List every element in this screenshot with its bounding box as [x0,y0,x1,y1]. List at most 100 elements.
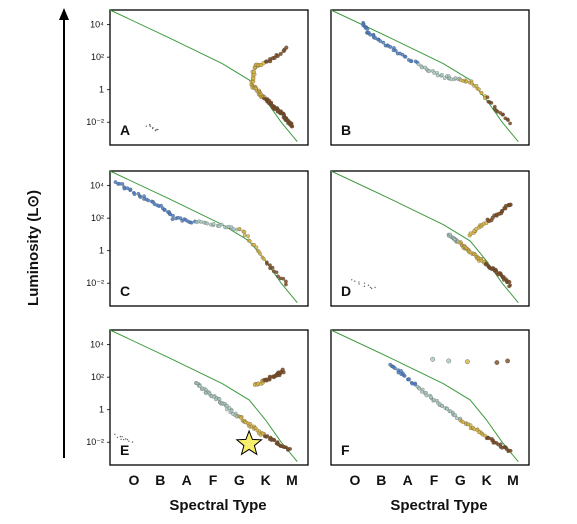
data-point [500,112,505,117]
data-point [445,407,449,411]
data-point [442,76,447,80]
data-point [260,431,265,436]
data-point [396,370,401,375]
data-point [211,222,216,226]
panel-label: D [341,283,351,299]
data-point [369,286,372,289]
data-point [219,222,224,227]
data-point [146,198,151,203]
spectral-axis-title-right: Spectral Type [390,497,487,514]
data-point [178,216,183,221]
data-point [367,284,370,286]
main-sequence-line [109,329,298,463]
ytick-label: 10⁴ [90,340,104,350]
data-point [217,397,222,402]
data-point [370,287,373,290]
data-point [132,192,137,196]
spectral-type-label: A [182,472,192,488]
luminosity-axis-arrowhead [59,8,69,20]
data-point [262,257,266,261]
data-point [197,384,202,388]
main-sequence-line [330,329,519,463]
data-point [128,440,130,442]
data-point [225,403,229,408]
data-point [159,203,163,208]
data-point [237,227,242,231]
data-point [494,360,500,365]
data-point [205,221,209,226]
spectral-type-label: K [482,472,492,488]
data-point [122,438,125,441]
data-point [170,217,175,222]
data-point [455,416,459,421]
data-point [489,101,494,105]
main-sequence-line [109,9,298,143]
data-point [358,281,360,283]
data-point [351,279,353,281]
data-point [485,95,490,100]
panel-B: B [330,9,530,146]
panel-A: 10⁴ 10² 1 10⁻² A [86,9,309,146]
data-point [149,123,151,126]
data-point [508,202,513,207]
data-point [199,220,204,224]
spectral-type-label: F [430,472,439,488]
data-point [128,187,133,192]
data-point [374,286,376,289]
spectral-type-label: M [286,472,298,488]
data-point [419,389,424,394]
spectral-type-label: B [376,472,386,488]
panel-C: 10⁴ 10² 1 10⁻² C [86,170,309,307]
panel-E: 10⁴ 10² 1 10⁻² E [86,329,309,466]
data-point [430,356,436,362]
ytick-label: 10² [91,52,104,62]
panel-frame [330,170,530,307]
data-point [446,358,452,364]
data-point [246,234,250,238]
data-point [472,427,477,432]
series-full_main_sequence [113,180,288,287]
spectral-type-label: G [455,472,466,488]
data-point [272,438,277,442]
data-point [251,69,257,75]
data-point [453,413,458,418]
data-point [479,90,484,95]
spectral-type-label: O [350,472,361,488]
data-point [477,87,481,92]
data-point [416,62,421,67]
panel-label: C [120,283,130,299]
data-point [420,65,424,70]
data-point [113,180,118,184]
data-point [131,441,134,443]
data-point [120,182,125,186]
data-point [483,262,488,267]
spectral-type-label: K [261,472,271,488]
panel-frame [109,9,309,146]
luminosity-axis-title: Luminosity (L⊙) [25,190,42,306]
data-point [358,283,360,285]
ytick-label: 10⁻² [86,117,104,127]
highlight-star-marker [235,429,263,456]
data-point [125,186,130,191]
data-point [402,374,407,378]
data-point [124,438,127,440]
data-point [378,39,383,43]
series-giant_branch [467,202,513,238]
data-point [242,233,247,238]
data-point [280,367,285,372]
data-point [464,79,469,84]
ytick-label: 1 [99,246,104,256]
panel-label: F [341,442,350,458]
series-lower_main_sequence [249,82,295,129]
series-giant_branch [252,367,286,387]
data-point [506,118,510,122]
series-lower_main_sequence [194,381,292,452]
data-point [288,447,292,451]
panel-label: B [341,122,351,138]
panel-label: E [120,442,129,458]
data-point [508,121,512,126]
ytick-label: 10² [91,372,104,382]
data-point [507,280,512,284]
